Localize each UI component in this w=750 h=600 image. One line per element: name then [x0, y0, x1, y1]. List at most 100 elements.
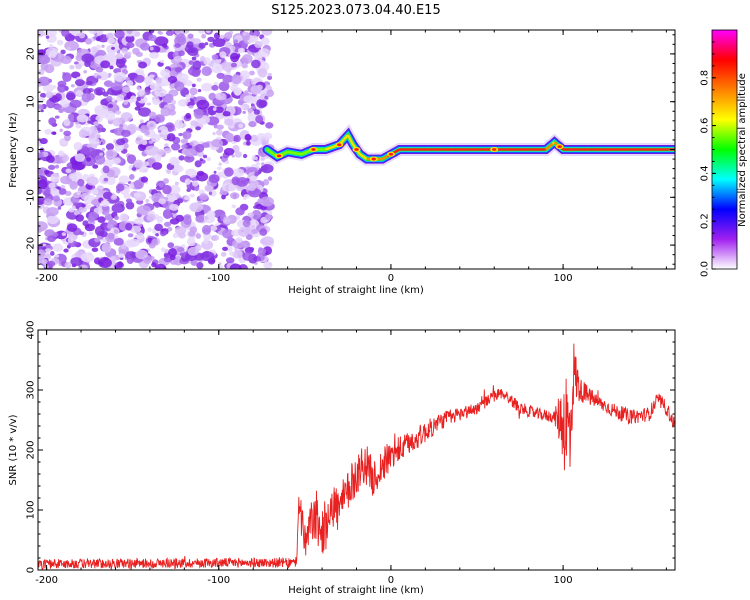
noise-blob: [137, 88, 145, 96]
noise-blob: [160, 247, 166, 252]
y-tick-label: 0: [26, 567, 37, 573]
noise-blob: [149, 123, 154, 128]
ridge-core-segment: [266, 148, 270, 152]
noise-blob: [216, 124, 224, 130]
noise-blob: [106, 176, 116, 185]
noise-blob: [81, 53, 94, 63]
noise-blob: [102, 191, 113, 200]
noise-blob: [114, 215, 120, 221]
y-tick-label: 300: [26, 380, 37, 399]
noise-blob: [59, 99, 70, 108]
noise-blob: [255, 162, 261, 166]
noise-blob: [114, 235, 119, 239]
y-tick-label: -20: [26, 237, 37, 253]
noise-blob: [107, 37, 116, 44]
y-tick-label: 100: [26, 500, 37, 519]
noise-blob: [48, 117, 57, 126]
ridge-core-segment: [381, 157, 385, 161]
noise-blob: [50, 95, 60, 103]
snr-y-ticks: 0 100 200 300 400: [26, 320, 675, 573]
noise-blob: [249, 70, 255, 76]
noise-blob: [96, 75, 102, 79]
noise-blob: [122, 86, 131, 94]
noise-blob: [229, 251, 234, 256]
noise-blob: [247, 212, 255, 218]
noise-blob: [54, 254, 60, 258]
noise-blob: [115, 183, 125, 192]
noise-blob: [260, 157, 265, 161]
noise-blob: [106, 223, 114, 230]
noise-blob: [224, 118, 234, 126]
ridge-core-segment: [271, 152, 275, 156]
noise-blob: [136, 232, 144, 240]
noise-blob: [99, 152, 104, 156]
noise-blob: [124, 251, 137, 260]
noise-blob: [136, 86, 141, 90]
noise-blob: [154, 223, 163, 232]
noise-blob: [208, 191, 213, 196]
noise-blob: [144, 145, 160, 156]
noise-blob: [38, 49, 46, 56]
noise-blob: [95, 44, 102, 50]
noise-blob: [217, 171, 225, 178]
ridge-core-segment: [341, 138, 346, 142]
noise-blob: [40, 109, 44, 113]
noise-blob: [169, 203, 180, 211]
colorbar-tick-label: 0.4: [700, 165, 711, 181]
noise-blob: [57, 84, 67, 93]
x-tick-label: -100: [207, 273, 230, 284]
noise-blob: [86, 157, 92, 162]
noise-blob: [99, 230, 108, 238]
noise-blob: [221, 182, 235, 192]
noise-blob: [181, 143, 188, 150]
noise-blob: [254, 41, 263, 49]
noise-blob: [215, 129, 223, 136]
noise-blob: [203, 214, 216, 224]
noise-blob: [46, 155, 55, 163]
noise-blob: [39, 196, 45, 200]
noise-blob: [78, 129, 88, 138]
noise-blob: [101, 242, 112, 253]
noise-blob: [121, 47, 128, 54]
noise-blob: [157, 129, 162, 133]
ridge-hotspot-core: [354, 148, 359, 151]
noise-blob: [253, 30, 258, 36]
noise-blob: [115, 53, 124, 60]
noise-blob: [108, 51, 116, 59]
noise-blob: [114, 30, 125, 39]
noise-blob: [194, 186, 200, 192]
noise-blob: [169, 156, 180, 166]
noise-blob: [38, 226, 43, 233]
noise-blob: [229, 52, 240, 63]
noise-blob: [263, 132, 273, 140]
noise-blob: [107, 103, 114, 108]
noise-blob: [134, 106, 141, 111]
noise-blob: [201, 82, 213, 92]
y-tick-label: 10: [26, 95, 37, 108]
noise-blob: [60, 55, 72, 65]
noise-blob: [226, 71, 231, 76]
noise-blob: [165, 30, 174, 36]
noise-blob: [188, 105, 194, 109]
noise-blob: [57, 206, 62, 210]
noise-blob: [88, 134, 95, 139]
noise-blob: [237, 47, 246, 54]
noise-blob: [52, 195, 60, 202]
x-tick-label: -200: [35, 273, 58, 284]
ridge-core-segment: [350, 140, 355, 146]
noise-blob: [38, 76, 51, 86]
noise-blob: [222, 75, 231, 84]
ridge-core-segment: [551, 141, 556, 145]
noise-blob: [244, 133, 252, 141]
noise-blob: [172, 232, 179, 239]
noise-blob: [88, 30, 98, 35]
noise-blob: [133, 159, 144, 168]
noise-blob: [231, 154, 235, 158]
noise-blob: [224, 167, 234, 177]
noise-blob: [167, 76, 178, 84]
noise-blob: [219, 265, 224, 269]
noise-blob: [134, 218, 143, 225]
noise-blob: [166, 194, 177, 203]
noise-blob: [192, 38, 201, 45]
noise-blob: [136, 205, 152, 216]
